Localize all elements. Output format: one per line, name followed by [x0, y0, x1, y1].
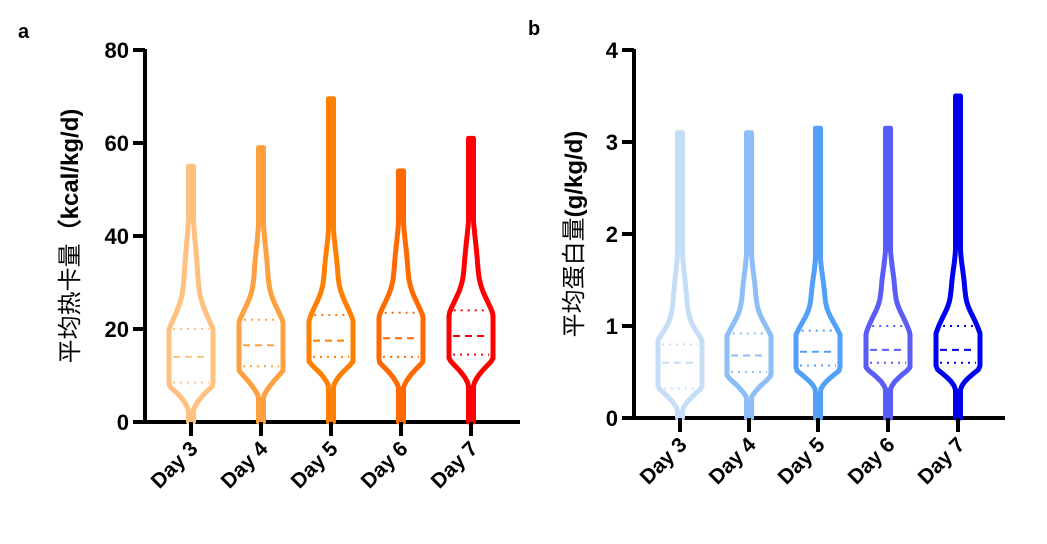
y-tick-label: 40: [105, 224, 129, 249]
y-axis-label: 平均热卡量（kcal/kg/d): [56, 109, 84, 364]
y-tick-label: 1: [606, 314, 618, 339]
x-tick-label: Day 4: [705, 433, 761, 489]
y-axis-label-cjk: 平均蛋白量: [560, 217, 588, 337]
y-tick-label: 0: [117, 410, 129, 435]
y-tick-label: 3: [606, 130, 618, 155]
y-axis-label-unit: （kcal/kg/d): [57, 109, 84, 244]
violin-outline: [724, 130, 774, 421]
y-axis-label-cjk: 平均热卡量: [56, 243, 84, 363]
violin-day-5: [306, 96, 356, 425]
violin-day-6: [376, 168, 426, 425]
panel-b-violin-chart: 0 1 2 3 4 平均蛋白量(g/kg/d) Day 3 Day 4 Day 5 Day 6 Da…: [560, 38, 1005, 489]
y-tick-label: 2: [606, 222, 618, 247]
violin-outline: [655, 130, 705, 421]
violin-outline: [793, 125, 843, 421]
violin-day-3: [655, 130, 705, 421]
violin-outline: [306, 96, 356, 425]
y-tick-label: 4: [606, 38, 619, 63]
violin-outline: [166, 163, 216, 425]
y-tick-label: 60: [105, 131, 129, 156]
violin-outline: [863, 125, 913, 421]
violin-day-4: [724, 130, 774, 421]
x-tick-label: Day 3: [636, 433, 692, 489]
x-tick-label: Day 3: [147, 437, 203, 493]
violin-day-5: [793, 125, 843, 421]
y-tick-label: 80: [105, 38, 129, 63]
x-tick-label: Day 7: [914, 433, 970, 489]
violin-outline: [236, 145, 286, 425]
x-tick-label: Day 6: [844, 433, 900, 489]
panel-letter-b: b: [528, 18, 540, 40]
violin-outline: [933, 93, 983, 421]
violin-day-6: [863, 125, 913, 421]
violin-day-4: [236, 145, 286, 425]
x-tick-label: Day 5: [774, 433, 830, 489]
y-tick-label: 0: [606, 406, 618, 431]
panel-a-violin-chart: 0 20 40 60 80 平均热卡量（kcal/kg/d) Day 3 Day 4 Day 5…: [56, 38, 520, 493]
x-tick-label: Day 4: [217, 437, 273, 493]
x-tick-label: Day 7: [427, 437, 483, 493]
violin-day-7: [933, 93, 983, 421]
x-tick-label: Day 6: [357, 437, 413, 493]
violin-day-3: [166, 163, 216, 425]
panel-letter-a: a: [18, 21, 30, 43]
y-tick-label: 20: [105, 317, 129, 342]
y-axis-label-unit: (g/kg/d): [561, 131, 588, 218]
violin-outline: [376, 168, 426, 425]
x-tick-label: Day 5: [287, 437, 343, 493]
violin-day-7: [446, 135, 496, 425]
violin-outline: [446, 135, 496, 425]
y-axis-label: 平均蛋白量(g/kg/d): [560, 131, 588, 338]
